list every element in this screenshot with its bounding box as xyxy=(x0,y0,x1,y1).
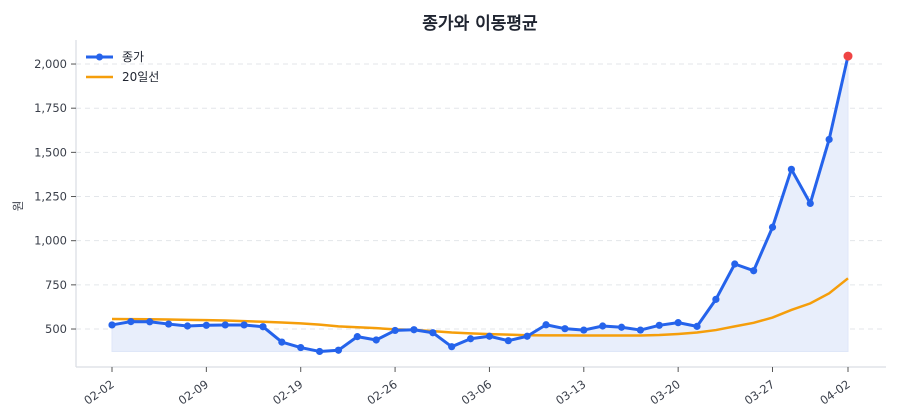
price-point xyxy=(221,321,229,329)
y-tick-label: 1,750 xyxy=(34,101,67,115)
y-tick-label: 2,000 xyxy=(34,57,67,71)
x-tick-label: 02-09 xyxy=(176,377,211,408)
ma20-line xyxy=(111,277,849,337)
price-point xyxy=(617,323,626,331)
y-axis-label: 원 xyxy=(11,201,25,212)
price-point xyxy=(108,321,116,329)
price-point xyxy=(542,321,550,329)
price-point xyxy=(278,338,286,346)
price-point xyxy=(372,336,380,344)
price-point xyxy=(504,337,512,345)
price-point xyxy=(806,199,814,208)
price-point xyxy=(655,321,663,329)
legend-price-label: 종가 xyxy=(122,50,144,64)
price-point xyxy=(410,326,418,334)
x-tick-label: 02-02 xyxy=(81,377,116,408)
legend-ma20-label: 20일선 xyxy=(122,70,159,84)
price-point xyxy=(580,326,588,334)
x-tick-label: 03-20 xyxy=(647,377,682,408)
price-point xyxy=(674,319,682,327)
last-price-point xyxy=(843,51,853,61)
y-tick-label: 1,500 xyxy=(34,145,67,159)
price-point xyxy=(165,320,173,328)
price-point xyxy=(768,223,777,231)
price-point xyxy=(448,343,456,351)
y-tick-label: 500 xyxy=(45,322,67,336)
price-point xyxy=(561,325,569,333)
price-point xyxy=(297,343,305,352)
x-tick-label: 04-02 xyxy=(817,377,852,408)
x-tick-label: 03-13 xyxy=(553,377,588,408)
price-point xyxy=(259,323,267,331)
y-tick-label: 1,000 xyxy=(34,234,67,248)
x-tick-label: 02-19 xyxy=(270,377,305,408)
price-point xyxy=(750,267,758,275)
price-point xyxy=(712,295,720,303)
price-point xyxy=(240,321,248,329)
price-point xyxy=(334,346,343,354)
x-tick-label: 03-06 xyxy=(459,377,494,408)
price-point xyxy=(599,322,607,330)
price-line xyxy=(111,55,850,353)
y-tick-label: 1,250 xyxy=(34,190,67,204)
legend: 종가 20일선 xyxy=(86,50,159,84)
price-point xyxy=(523,332,531,340)
price-point xyxy=(146,318,154,326)
price-point xyxy=(485,332,494,340)
x-tick-label: 03-27 xyxy=(742,377,777,408)
price-point xyxy=(693,322,701,330)
price-point xyxy=(731,260,739,268)
y-tick-label: 750 xyxy=(45,278,67,292)
price-area-fill xyxy=(111,55,849,352)
price-point xyxy=(429,329,437,337)
price-point xyxy=(466,335,475,343)
chart-title: 종가와 이동평균 xyxy=(422,14,538,34)
price-point xyxy=(825,135,833,144)
price-point xyxy=(391,326,399,335)
price-point xyxy=(202,321,210,329)
price-point xyxy=(127,317,135,326)
price-point xyxy=(787,165,795,173)
legend-price-marker xyxy=(96,53,103,61)
price-point xyxy=(315,347,324,356)
price-point xyxy=(183,322,192,330)
price-point xyxy=(353,333,361,341)
price-point xyxy=(636,326,645,334)
x-tick-label: 02-26 xyxy=(364,377,399,408)
